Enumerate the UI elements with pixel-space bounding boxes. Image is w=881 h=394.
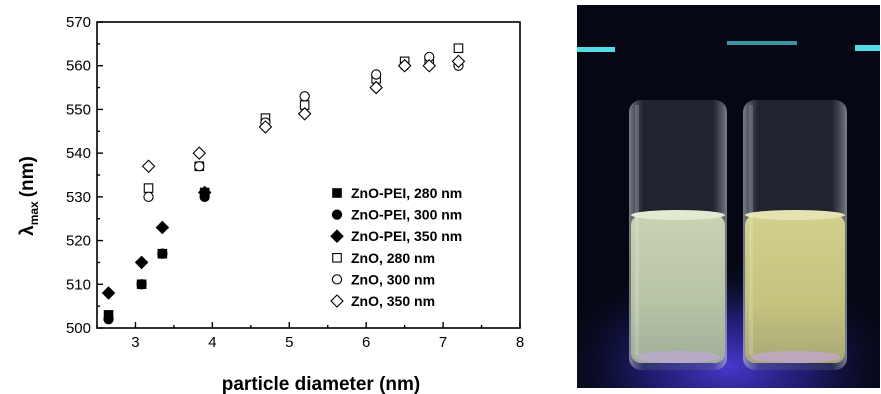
y-tick-label: 510 xyxy=(66,276,91,293)
data-point xyxy=(103,314,114,325)
data-point xyxy=(101,286,116,300)
legend-label: ZnO, 300 nm xyxy=(351,271,435,287)
y-tick-label: 550 xyxy=(66,101,91,118)
y-axis-title-unit: (nm) xyxy=(17,156,38,197)
data-point xyxy=(422,58,437,73)
legend-marker xyxy=(332,253,342,263)
x-tick-label: 3 xyxy=(131,334,139,351)
data-point xyxy=(369,80,383,95)
legend-marker xyxy=(330,229,344,243)
legend-label: ZnO-PEI, 280 nm xyxy=(351,185,462,201)
x-tick-label: 6 xyxy=(362,334,370,351)
data-point xyxy=(192,146,207,160)
y-tick-label: 570 xyxy=(66,14,91,31)
data-point xyxy=(451,54,466,69)
x-tick-label: 7 xyxy=(439,334,447,351)
legend-marker xyxy=(331,274,343,285)
data-point xyxy=(297,107,312,121)
y-tick-label: 560 xyxy=(66,58,91,75)
scatter-chart: 3 4 5 6 7 8 500 510 520 530 540 550 560 570 ZnO-PEI, … xyxy=(17,14,524,394)
legend-marker xyxy=(331,209,343,220)
legend-marker xyxy=(332,188,342,198)
y-axis-title-sub: max xyxy=(27,201,41,225)
y-tick-label: 520 xyxy=(66,233,91,250)
chart-ticks: 3 4 5 6 7 8 500 510 520 530 540 550 560 570 xyxy=(66,14,524,351)
data-point xyxy=(453,43,464,54)
data-point xyxy=(143,183,154,193)
data-point xyxy=(141,159,156,174)
data-point xyxy=(143,191,154,203)
y-tick-label: 500 xyxy=(66,320,91,337)
data-point xyxy=(197,185,212,200)
data-point xyxy=(299,91,310,102)
x-tick-label: 4 xyxy=(208,334,216,351)
data-point xyxy=(155,220,170,235)
legend-label: ZnO-PEI, 300 nm xyxy=(351,207,462,223)
data-point xyxy=(397,58,412,73)
data-point xyxy=(371,69,382,80)
legend-label: ZnO-PEI, 350 nm xyxy=(351,228,462,244)
vial-photo-icon xyxy=(577,5,880,388)
data-point xyxy=(136,279,147,290)
x-tick-label: 5 xyxy=(285,334,293,351)
legend-label: ZnO, 280 nm xyxy=(351,250,435,266)
data-point xyxy=(258,120,273,134)
legend-label: ZnO, 350 nm xyxy=(351,293,435,309)
y-axis-title: λmax (nm) xyxy=(17,156,41,236)
data-point xyxy=(157,248,168,259)
x-axis-title: particle diameter (nm) xyxy=(222,374,421,394)
vial-photo xyxy=(577,5,880,388)
y-axis-title-main: λ xyxy=(17,225,38,236)
data-point xyxy=(134,255,149,270)
x-tick-label: 8 xyxy=(516,334,524,351)
y-tick-label: 540 xyxy=(66,145,91,162)
chart-legend: ZnO-PEI, 280 nm ZnO-PEI, 300 nm ZnO-PEI, 3… xyxy=(330,185,462,309)
chart-points xyxy=(101,43,466,325)
legend-marker xyxy=(330,294,344,308)
svg-text:λmax(nm): λmax (nm) xyxy=(17,156,41,236)
y-tick-label: 530 xyxy=(66,189,91,206)
data-point xyxy=(194,161,205,172)
